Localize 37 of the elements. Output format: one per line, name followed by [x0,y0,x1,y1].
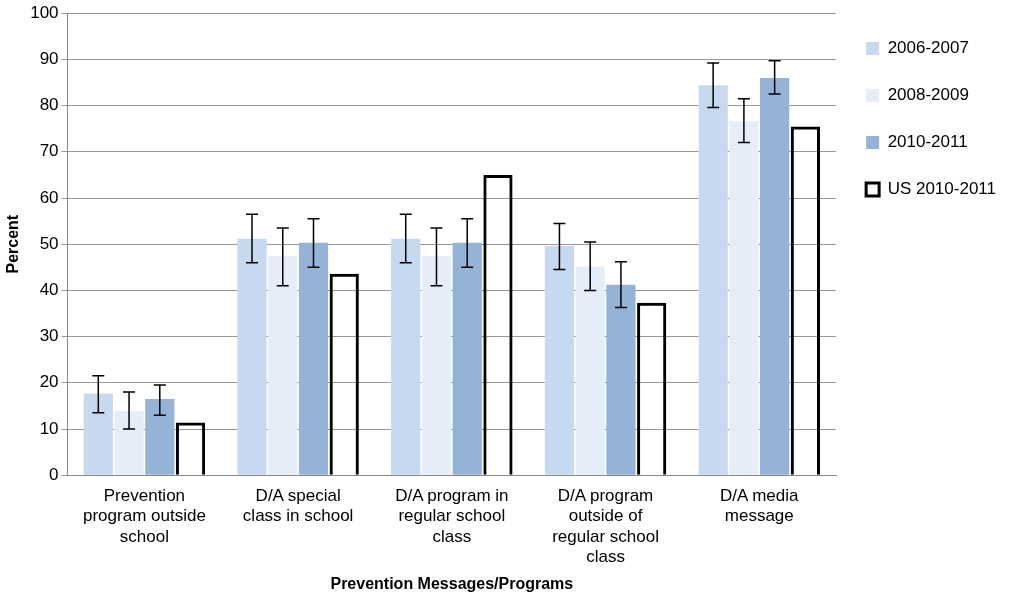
bar [606,284,636,475]
x-axis-title: Prevention Messages/Programs [330,574,574,592]
y-axis-title: Percent [4,214,22,274]
y-tick-label: 20 [39,372,59,392]
bar [421,256,452,475]
y-tick-label: 70 [39,141,59,161]
x-tick-label: D/A program in regular school class [395,486,509,546]
bar [237,238,267,475]
legend-label: 2006-2007 [887,38,969,58]
bar [391,238,421,475]
bar [698,85,728,475]
y-tick-label: 40 [39,280,59,300]
bar [268,256,298,475]
bar [83,393,113,475]
y-tick-label: 30 [39,326,59,346]
x-tick-label: Prevention program outside school [83,486,206,546]
legend-label: 2008-2009 [887,85,969,105]
bar [114,410,144,475]
bar [452,242,482,475]
bar [575,266,605,475]
y-tick-label: 60 [39,187,59,207]
bar [760,77,790,475]
legend-label: 2010-2011 [887,132,968,152]
bar [544,246,575,475]
x-tick-label: D/A media message [720,486,800,526]
y-tick-label: 100 [30,2,59,22]
x-tick-label: D/A program outside of regular school class [552,486,659,567]
bar [729,121,759,475]
y-tick-label: 50 [39,233,59,253]
x-tick-label: D/A special class in school [242,486,354,526]
y-tick-label: 80 [39,95,59,115]
y-tick-label: 10 [39,418,59,438]
y-tick-label: 0 [49,464,59,484]
bar [298,242,329,475]
legend-label: US 2010-2011 [887,179,996,199]
bar [145,398,175,475]
y-tick-label: 90 [39,49,59,69]
